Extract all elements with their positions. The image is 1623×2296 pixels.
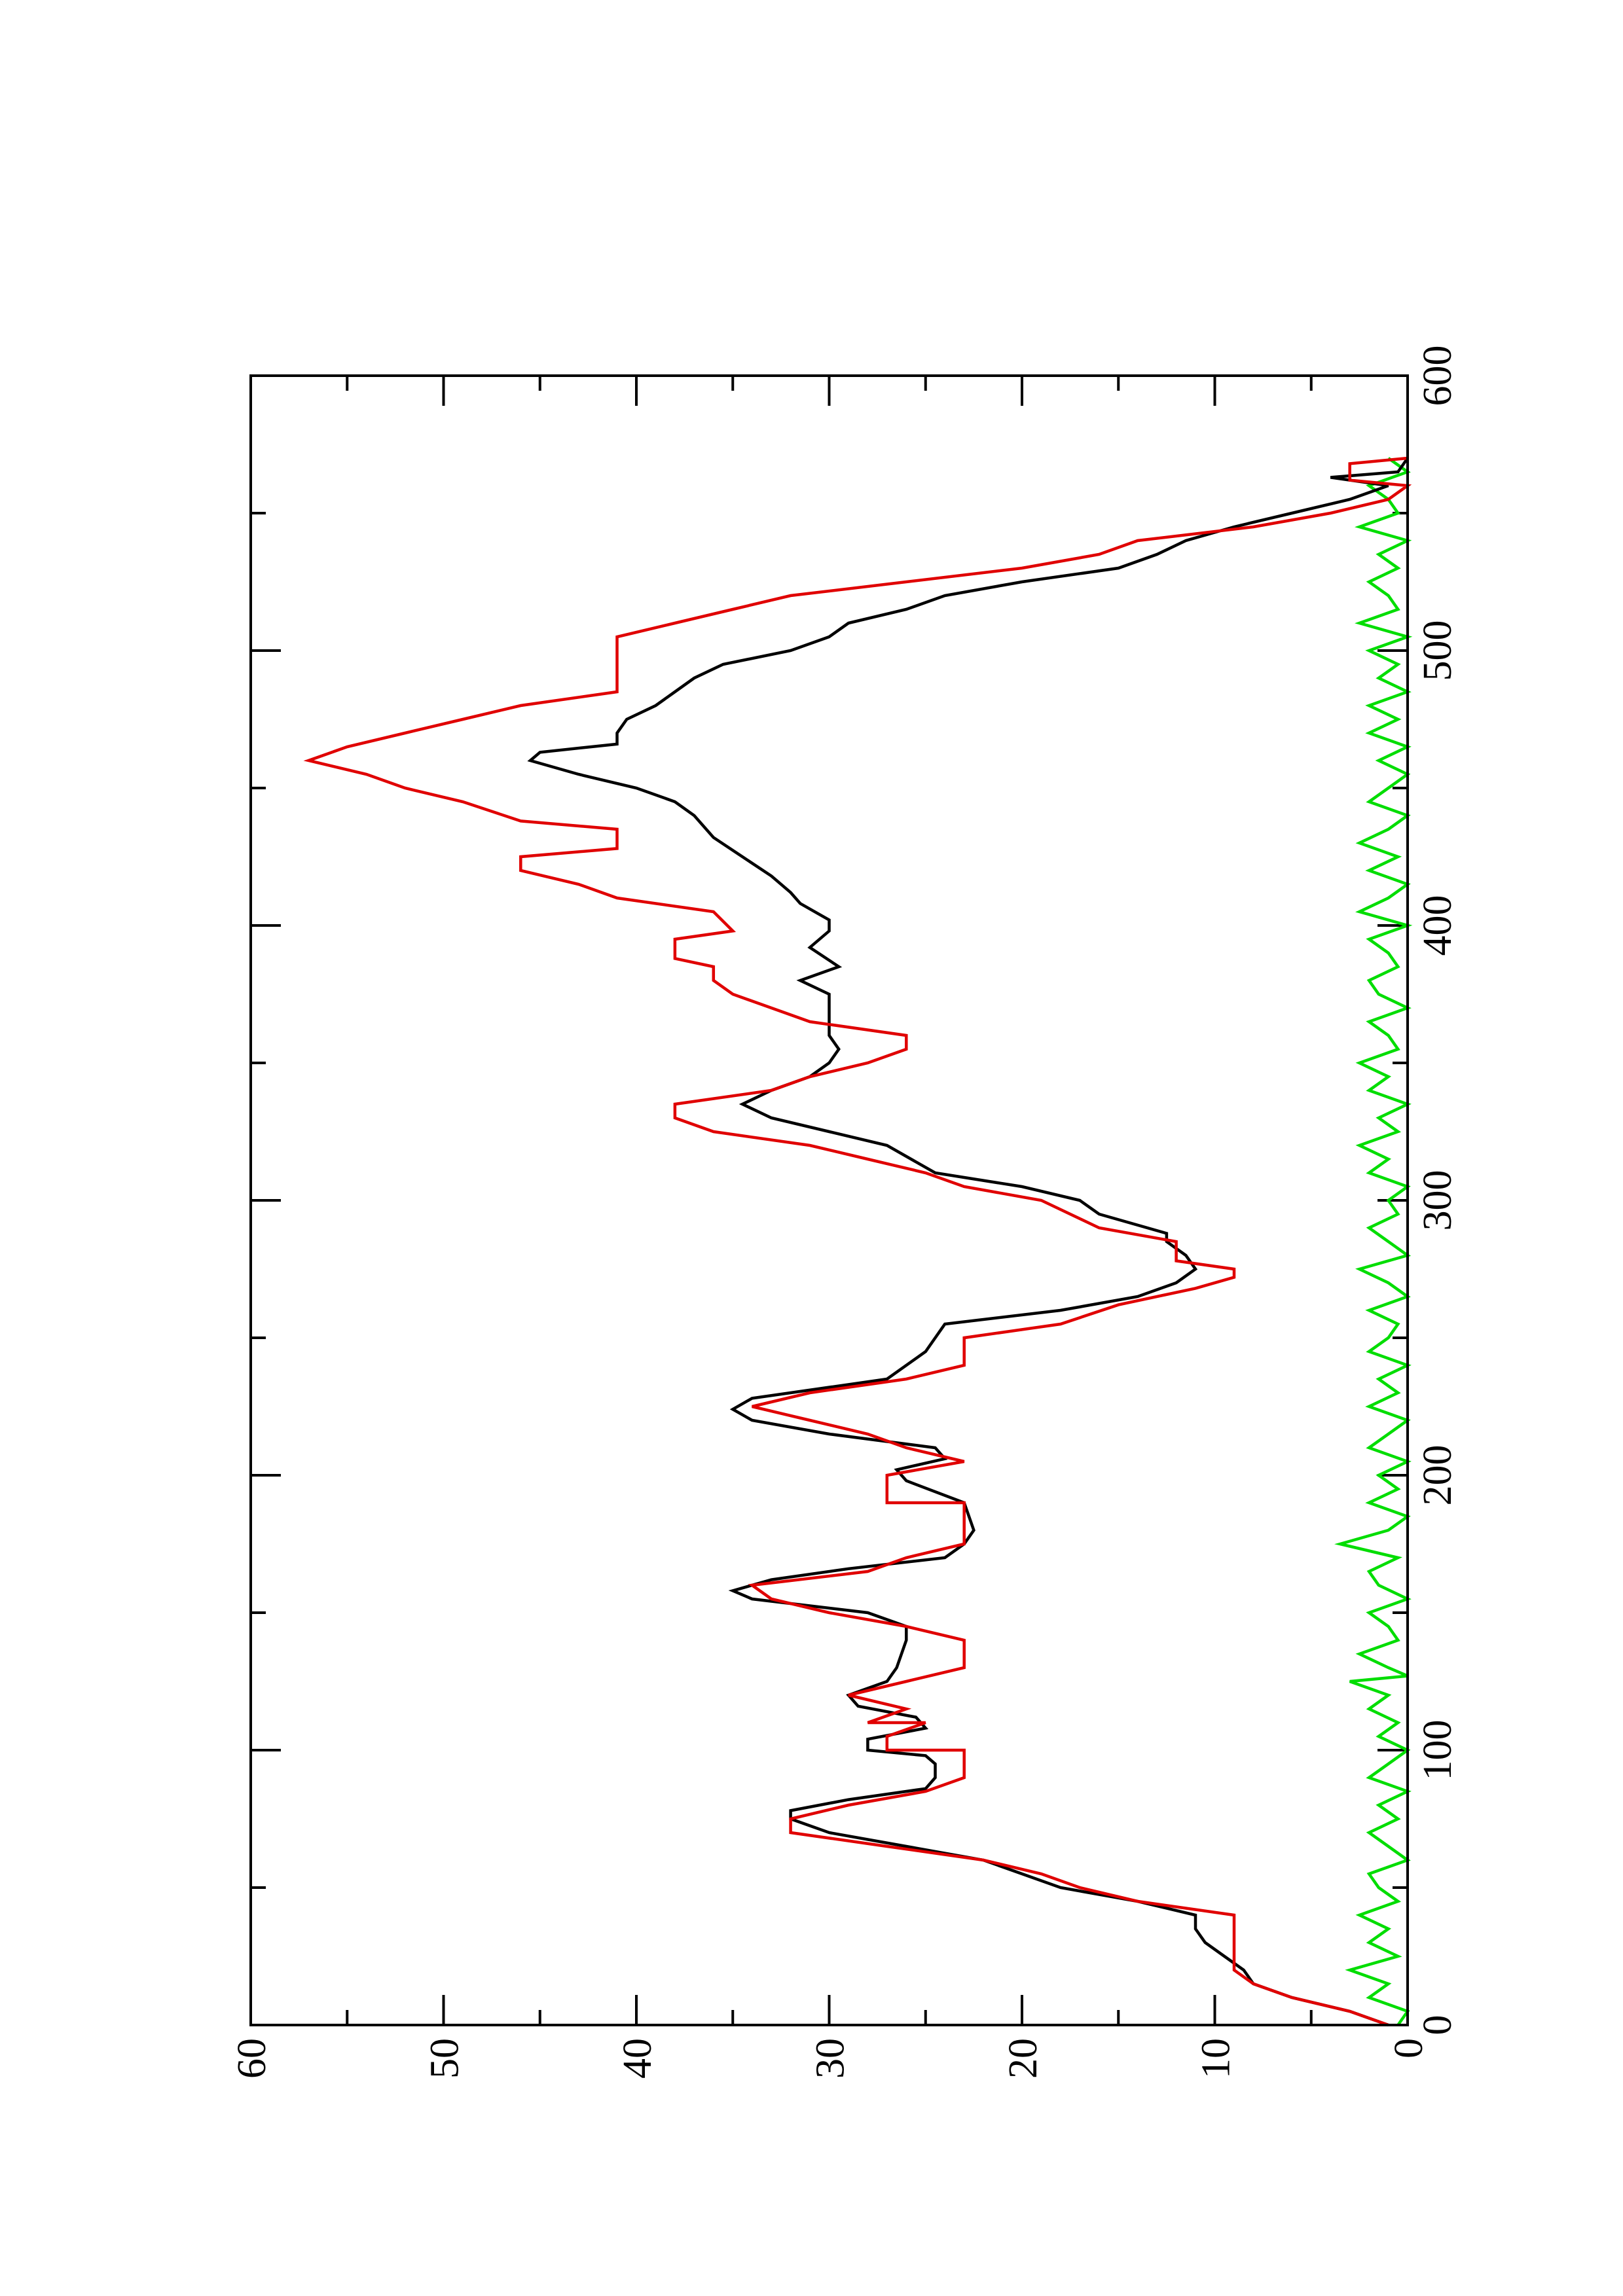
y-tick-label: 0 [1387, 2038, 1431, 2058]
series-layer [303, 456, 1413, 2027]
x-tick-label: 400 [1415, 895, 1460, 956]
x-tick-label: 600 [1415, 346, 1460, 406]
x-tick-label: 200 [1415, 1445, 1460, 1506]
y-tick-label: 20 [1001, 2038, 1046, 2079]
y-tick-label: 10 [1194, 2038, 1239, 2079]
x-tick-label: 500 [1415, 620, 1460, 681]
x-tick-label: 100 [1415, 1720, 1460, 1781]
y-tick-label: 60 [230, 2038, 274, 2079]
plot-frame [249, 374, 1409, 2026]
series-line-black [527, 457, 1409, 2027]
y-axis-ticks: 0 10 20 30 40 50 60 [230, 376, 1431, 2079]
x-tick-label: 0 [1415, 2015, 1460, 2036]
series-line-red [303, 456, 1412, 2027]
x-axis-ticks: 0 100 200 300 400 500 600 [251, 346, 1460, 2036]
y-tick-label: 50 [423, 2038, 467, 2079]
x-tick-label: 300 [1415, 1170, 1460, 1231]
y-tick-label: 40 [615, 2038, 660, 2079]
series-line-green [1334, 457, 1413, 2026]
y-tick-label: 30 [809, 2038, 853, 2079]
